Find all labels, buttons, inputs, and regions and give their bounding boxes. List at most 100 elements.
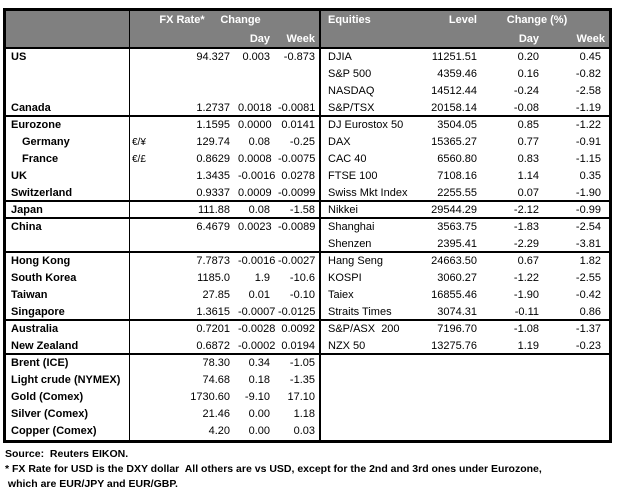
equity-day-change-cell <box>485 406 547 423</box>
fx-name-cell: Gold (Comex) <box>6 389 130 406</box>
fx-week-change-cell: 17.10 <box>274 389 321 406</box>
equity-day-change-cell: -0.24 <box>513 85 539 97</box>
equity-level-cell: 6560.80 <box>437 153 477 165</box>
fx-day-change-cell <box>234 236 274 253</box>
fx-day-change-cell: -0.0016 <box>238 170 276 182</box>
equity-name-cell: DJIA <box>328 51 352 63</box>
fx-pair-symbol-cell <box>130 253 158 270</box>
equity-level-cell: 20158.14 <box>409 100 485 117</box>
equity-name-cell: NZX 50 <box>321 338 409 355</box>
fx-rate-cell: 129.74 <box>196 136 230 148</box>
fx-day-change-cell: -0.0007 <box>234 304 275 321</box>
fx-name-cell: US <box>6 49 130 66</box>
fx-pair-symbol-cell <box>130 236 158 253</box>
fx-name-cell: China <box>6 219 130 236</box>
equity-week-change-cell: -1.37 <box>575 323 601 335</box>
fx-week-change-cell: 0.0278 <box>274 168 321 185</box>
fx-rate-cell: 4.20 <box>208 425 230 437</box>
fx-day-change-cell: -0.0028 <box>238 323 276 335</box>
equity-day-change-cell: -0.11 <box>485 304 547 321</box>
fx-name-cell: Taiwan <box>6 287 130 304</box>
fx-day-change-cell: 0.08 <box>234 202 274 219</box>
fx-pair-symbol-cell <box>130 49 158 66</box>
equity-day-change-cell: -1.08 <box>513 323 539 335</box>
fx-name-cell: Australia <box>6 321 130 338</box>
fx-pair-symbol-cell <box>130 423 158 440</box>
equity-week-change-cell: -1.90 <box>547 185 609 202</box>
fx-rate-cell <box>158 66 234 83</box>
fx-change-header: Change <box>220 14 261 26</box>
fx-week-header: Week <box>274 30 321 49</box>
fx-week-change-cell <box>274 236 321 253</box>
equity-level-cell: 3504.05 <box>437 119 477 131</box>
equity-week-change-cell <box>547 355 609 372</box>
fx-day-change-cell: 0.00 <box>248 425 270 437</box>
fx-name-cell: France <box>6 151 130 168</box>
fx-day-change-cell: 0.08 <box>248 136 270 148</box>
footer-notes: Source: Reuters EIKON. * FX Rate for USD… <box>5 447 542 492</box>
equity-week-change-cell: -0.91 <box>575 136 601 148</box>
equity-name-cell: S&P 500 <box>328 68 372 80</box>
fx-day-change-cell: 0.01 <box>248 289 270 301</box>
fx-name-cell: Singapore <box>6 304 130 321</box>
fx-header-blank-cell <box>6 30 130 49</box>
equity-name-cell: Taiex <box>328 289 354 301</box>
equity-day-change-cell: 0.83 <box>517 153 539 165</box>
fx-pair-symbol-cell <box>130 219 158 236</box>
fx-week-change-cell: 1.18 <box>274 406 321 423</box>
source-note: Source: Reuters EIKON. <box>5 448 129 460</box>
equity-level-cell: 3074.31 <box>409 304 485 321</box>
fx-name-cell <box>6 236 130 253</box>
fx-week-change-cell: -0.0089 <box>274 219 321 236</box>
fx-week-change-cell: -0.0081 <box>274 100 321 117</box>
fx-footnote-line1: * FX Rate for USD is the DXY dollar All … <box>5 463 542 475</box>
fx-pair-symbol-cell <box>130 66 158 83</box>
equity-day-change-cell: 1.19 <box>485 338 547 355</box>
equity-day-change-cell: -2.12 <box>485 202 547 219</box>
fx-pair-symbol-cell <box>130 338 158 355</box>
equity-level-cell <box>409 406 485 423</box>
equity-day-change-cell: 0.77 <box>517 136 539 148</box>
equity-week-change-cell: -0.82 <box>575 68 601 80</box>
equity-level-cell: 7108.16 <box>437 170 477 182</box>
fx-rate-cell: 78.30 <box>202 357 230 369</box>
fx-rate-cell: 7.7873 <box>196 255 230 267</box>
equity-week-change-cell: 0.45 <box>579 51 601 63</box>
equity-name-cell: Swiss Mkt Index <box>321 185 409 202</box>
fx-pair-symbol-cell: €/£ <box>132 154 146 165</box>
equity-name-cell: Nikkei <box>321 202 409 219</box>
fx-week-change-cell: 0.0194 <box>274 338 321 355</box>
fx-pair-symbol-cell <box>130 202 158 219</box>
fx-day-change-cell: -0.0016 <box>238 255 276 267</box>
fx-week-change-cell <box>274 83 321 100</box>
equity-name-cell: Straits Times <box>321 304 409 321</box>
fx-day-header: Day <box>234 30 274 49</box>
fx-pair-symbol-cell <box>130 372 158 389</box>
fx-pair-symbol-cell <box>130 83 158 100</box>
fx-rate-cell: 0.6872 <box>158 338 234 355</box>
equity-name-cell <box>321 372 409 389</box>
fx-rate-cell <box>158 236 234 253</box>
equity-day-change-cell <box>485 389 547 406</box>
level-header: Level <box>448 14 477 26</box>
fx-week-change-cell: -0.0125 <box>274 304 321 321</box>
equity-name-cell <box>321 423 409 440</box>
fx-footnote-line2: which are EUR/JPY and EUR/GBP. <box>5 478 178 490</box>
fx-day-change-cell: 0.18 <box>248 374 270 386</box>
fx-rate-cell: 1.2737 <box>158 100 234 117</box>
equity-day-change-cell: -1.90 <box>513 289 539 301</box>
fx-week-change-cell: -0.873 <box>274 49 321 66</box>
fx-change-header-cell: Change <box>220 11 321 30</box>
fx-rate-cell: 27.85 <box>202 289 230 301</box>
equity-name-cell: Shanghai <box>328 221 375 233</box>
fx-name-cell <box>6 83 130 100</box>
fx-rate-cell: 21.46 <box>202 408 230 420</box>
equities-change-header: Change (%) <box>506 14 568 26</box>
fx-rate-header: FX Rate* <box>159 14 205 26</box>
fx-week-change-cell: -1.58 <box>274 202 321 219</box>
fx-week-change-cell: 0.03 <box>274 423 321 440</box>
equity-day-change-cell: 0.07 <box>485 185 547 202</box>
equity-week-change-cell: -1.19 <box>547 100 609 117</box>
equities-week-header: Week <box>547 30 609 49</box>
equity-level-cell <box>409 423 485 440</box>
